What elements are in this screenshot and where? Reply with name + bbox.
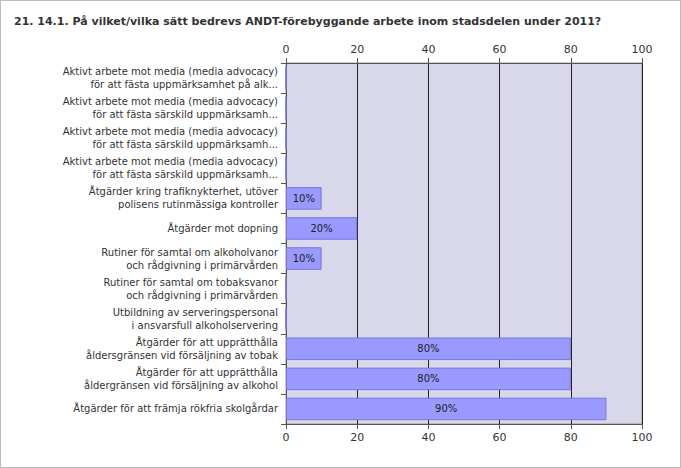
svg-text:80: 80: [564, 43, 578, 56]
svg-text:och rådgivning i primärvården: och rådgivning i primärvården: [126, 289, 278, 301]
svg-text:0: 0: [283, 43, 290, 56]
svg-text:80%: 80%: [417, 373, 439, 384]
svg-text:åldergränsen vid försäljning a: åldergränsen vid försäljning av alkohol: [84, 379, 278, 391]
svg-text:polisens rutinmässiga kontroll: polisens rutinmässiga kontroller: [118, 199, 279, 210]
svg-text:80: 80: [564, 431, 578, 444]
svg-text:40: 40: [421, 43, 435, 56]
svg-text:10%: 10%: [293, 193, 315, 204]
svg-text:20: 20: [350, 43, 364, 56]
svg-text:100: 100: [632, 431, 653, 444]
svg-text:för att fästa särskild uppmärk: för att fästa särskild uppmärksamh...: [93, 139, 278, 150]
svg-text:Åtgärder kring trafiknykterhet: Åtgärder kring trafiknykterhet, utöver: [89, 185, 279, 197]
svg-text:100: 100: [632, 43, 653, 56]
svg-text:80%: 80%: [417, 343, 439, 354]
svg-text:20: 20: [350, 431, 364, 444]
svg-text:för att fästa särskild uppmärk: för att fästa särskild uppmärksamh...: [93, 169, 278, 180]
svg-text:60: 60: [493, 43, 507, 56]
svg-text:20%: 20%: [310, 223, 332, 234]
svg-text:Aktivt arbete mot media (media: Aktivt arbete mot media (media advocacy): [63, 156, 278, 167]
svg-text:Åtgärder för att upprätthålla: Åtgärder för att upprätthålla: [136, 336, 278, 348]
svg-text:90%: 90%: [435, 403, 457, 414]
svg-text:Utbildning av serveringsperson: Utbildning av serveringspersonal: [113, 307, 278, 318]
svg-text:Aktivt arbete mot media (media: Aktivt arbete mot media (media advocacy): [63, 126, 278, 137]
svg-text:21. 14.1. På vilket/vilka sätt: 21. 14.1. På vilket/vilka sätt bedrevs A…: [14, 15, 601, 28]
svg-text:och rådgivning i primärvården: och rådgivning i primärvården: [126, 259, 278, 271]
svg-text:Åtgärder mot dopning: Åtgärder mot dopning: [167, 222, 278, 234]
svg-text:40: 40: [421, 431, 435, 444]
svg-text:Rutiner för samtal om alkoholv: Rutiner för samtal om alkoholvanor: [101, 247, 279, 258]
svg-text:Åtgärder för att främja rökfri: Åtgärder för att främja rökfria skolgård…: [73, 402, 279, 414]
svg-text:60: 60: [493, 431, 507, 444]
svg-text:Aktivt arbete mot media (media: Aktivt arbete mot media (media advocacy): [63, 96, 278, 107]
svg-text:Aktivt arbete mot media (media: Aktivt arbete mot media (media advocacy): [63, 66, 278, 77]
svg-text:åldersgränsen vid försäljning: åldersgränsen vid försäljning av tobak: [86, 349, 278, 361]
svg-text:Rutiner för samtal om tobaksva: Rutiner för samtal om tobaksvanor: [104, 277, 279, 288]
svg-text:i ansvarsfull alkoholservering: i ansvarsfull alkoholservering: [132, 320, 278, 331]
svg-text:Åtgärder för att upprätthålla: Åtgärder för att upprätthålla: [136, 366, 278, 378]
svg-text:0: 0: [283, 431, 290, 444]
svg-text:10%: 10%: [293, 253, 315, 264]
svg-text:för att fästa uppmärksamhet på: för att fästa uppmärksamhet på alk...: [90, 78, 278, 90]
svg-text:för att fästa särskild uppmärk: för att fästa särskild uppmärksamh...: [93, 109, 278, 120]
